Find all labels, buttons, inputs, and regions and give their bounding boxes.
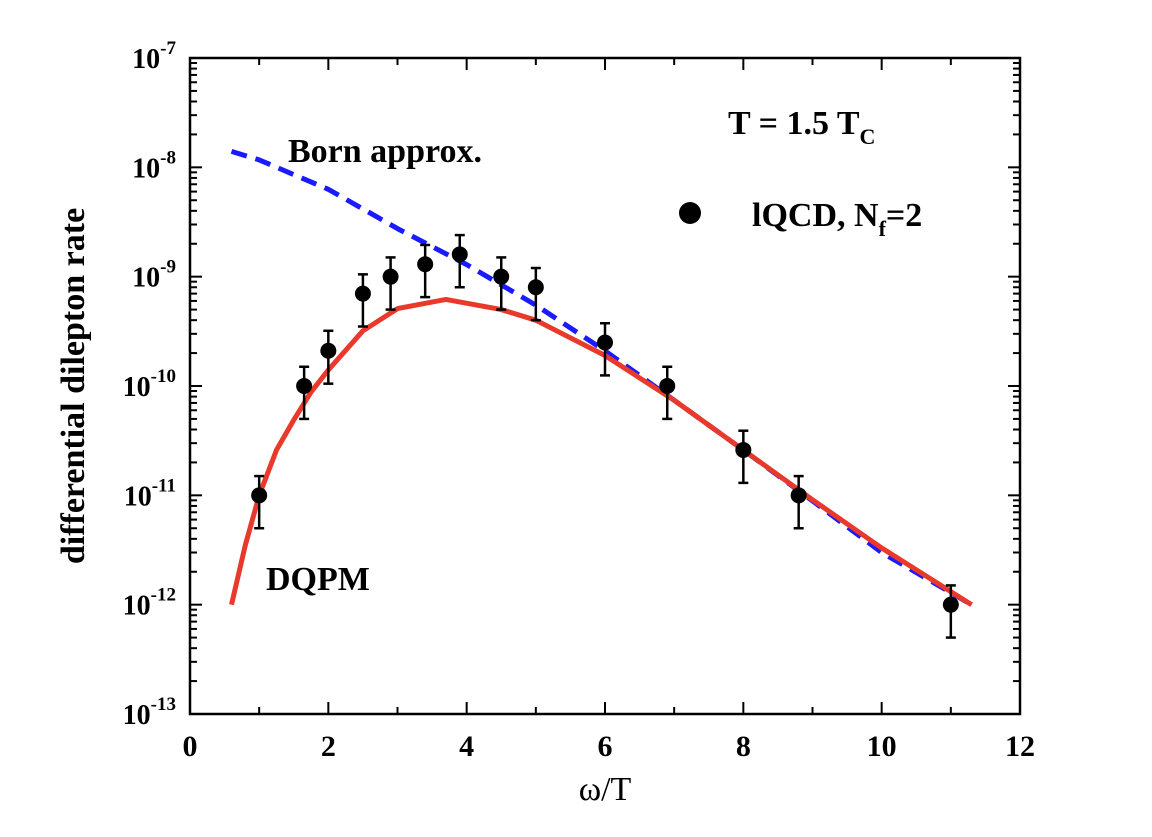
axes: 0 2 4 6 8 10 12 10-7 10-8 10-9 10-10 10-11 10-12 10-1…	[123, 38, 1035, 763]
x-tick-label: 4	[459, 730, 474, 763]
data-point	[296, 378, 313, 394]
legend: lQCD, Nf=2	[679, 197, 922, 241]
data-point	[320, 342, 337, 359]
data-point	[659, 378, 676, 394]
data-point	[942, 596, 959, 613]
legend-label: lQCD, Nf=2	[752, 197, 922, 241]
y-axis-label: differential dilepton rate	[55, 208, 92, 564]
x-axis-label: ω/T	[579, 771, 632, 808]
data-point	[382, 268, 399, 285]
data-point	[251, 487, 268, 504]
data-point	[354, 285, 371, 302]
x-tick-label: 12	[1005, 730, 1035, 763]
x-tick-label: 10	[867, 730, 897, 763]
data-point	[735, 441, 752, 458]
dqpm-curve	[229, 296, 973, 607]
curves	[229, 149, 973, 607]
legend-marker	[679, 202, 701, 224]
y-tick-label: 10-12	[123, 585, 176, 622]
data-point	[790, 487, 807, 504]
x-tick-label: 2	[321, 730, 336, 763]
data-point	[417, 256, 434, 273]
y-tick-label: 10-8	[132, 147, 176, 184]
y-tick-label: 10-7	[132, 38, 176, 75]
data-point	[451, 246, 468, 263]
x-tick-label: 6	[598, 730, 613, 763]
annotation-born: Born approx.	[288, 133, 482, 170]
born-approx-curve	[230, 149, 973, 607]
data-point	[493, 268, 510, 285]
y-tick-label: 10-9	[132, 257, 176, 294]
annotation-dqpm: DQPM	[266, 561, 370, 598]
y-tick-label: 10-10	[123, 366, 176, 403]
y-tick-label: 10-11	[124, 475, 176, 512]
data-points	[251, 233, 959, 639]
data-point	[527, 279, 544, 296]
y-tick-label: 10-13	[123, 694, 176, 731]
data-point	[597, 334, 613, 351]
annotation-temperature: T = 1.5 TC	[728, 105, 875, 149]
x-tick-label: 0	[183, 730, 198, 763]
x-tick-label: 8	[736, 730, 751, 763]
